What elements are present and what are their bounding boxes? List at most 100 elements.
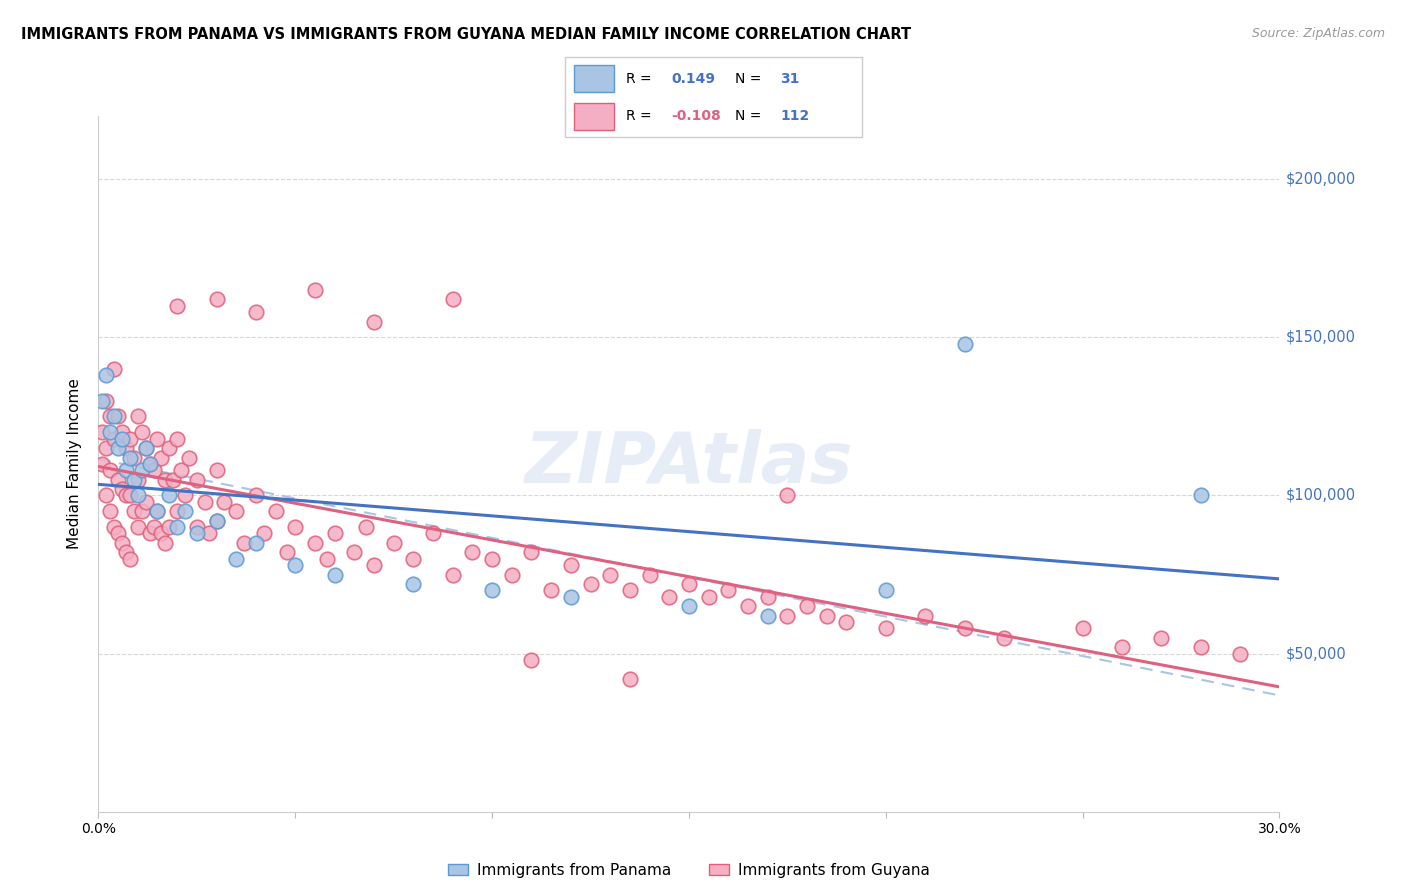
Point [875, 621, 897, 635]
Point [619, 583, 641, 598]
Point [174, 504, 197, 518]
Point [233, 536, 256, 550]
Point [127, 520, 149, 534]
Point [540, 583, 562, 598]
Point [245, 305, 267, 319]
Point [678, 599, 700, 614]
Point [1150, 631, 1173, 645]
Point [343, 545, 366, 559]
Point [520, 653, 543, 667]
Point [323, 567, 346, 582]
Point [1189, 488, 1212, 502]
Point [96, 488, 118, 502]
Point [1111, 640, 1133, 655]
Point [98, 425, 121, 440]
Point [619, 672, 641, 686]
Point [118, 450, 141, 465]
Point [658, 590, 681, 604]
Point [157, 520, 180, 534]
Text: $150,000: $150,000 [1285, 330, 1355, 345]
Point [245, 488, 267, 502]
Point [993, 631, 1015, 645]
Point [115, 463, 138, 477]
Point [186, 526, 208, 541]
Point [1071, 621, 1094, 635]
Point [245, 536, 267, 550]
Point [678, 577, 700, 591]
Point [599, 567, 621, 582]
Point [205, 514, 228, 528]
Point [146, 504, 169, 518]
Point [103, 432, 125, 446]
Point [756, 608, 779, 623]
Point [953, 621, 976, 635]
Point [194, 495, 217, 509]
Point [174, 488, 197, 502]
Point [107, 409, 129, 424]
Point [284, 558, 307, 572]
Point [481, 551, 503, 566]
Point [103, 362, 125, 376]
Point [186, 473, 208, 487]
Point [520, 545, 543, 559]
Point [422, 526, 444, 541]
Point [363, 558, 385, 572]
Text: $100,000: $100,000 [1285, 488, 1355, 503]
Point [98, 409, 121, 424]
Bar [575, 103, 614, 130]
Point [697, 590, 720, 604]
Point [177, 450, 200, 465]
Bar [575, 65, 614, 92]
Point [737, 599, 759, 614]
Text: 112: 112 [780, 109, 810, 123]
Point [501, 567, 523, 582]
Point [135, 495, 157, 509]
Point [166, 432, 188, 446]
Point [214, 495, 236, 509]
Point [157, 488, 180, 502]
Point [253, 526, 276, 541]
Point [135, 441, 157, 455]
Point [304, 283, 326, 297]
Point [135, 441, 157, 455]
Point [146, 432, 169, 446]
Point [103, 520, 125, 534]
Point [122, 504, 145, 518]
Point [98, 463, 121, 477]
Point [276, 545, 298, 559]
Point [205, 293, 228, 307]
Point [91, 457, 114, 471]
Point [96, 368, 118, 383]
Point [315, 551, 337, 566]
Point [796, 599, 818, 614]
Text: R =: R = [626, 109, 655, 123]
Point [118, 432, 141, 446]
Point [127, 473, 149, 487]
Point [441, 293, 464, 307]
FancyBboxPatch shape [565, 57, 862, 137]
Point [953, 336, 976, 351]
Point [142, 520, 165, 534]
Text: N =: N = [735, 109, 765, 123]
Point [138, 457, 160, 471]
Point [131, 425, 153, 440]
Point [138, 526, 160, 541]
Point [122, 473, 145, 487]
Point [111, 432, 134, 446]
Point [131, 463, 153, 477]
Text: -0.108: -0.108 [671, 109, 721, 123]
Point [166, 504, 188, 518]
Point [560, 558, 582, 572]
Point [98, 504, 121, 518]
Point [579, 577, 602, 591]
Point [461, 545, 484, 559]
Point [170, 463, 193, 477]
Point [107, 473, 129, 487]
Point [402, 551, 425, 566]
Point [103, 409, 125, 424]
Point [756, 590, 779, 604]
Point [323, 526, 346, 541]
Text: N =: N = [735, 71, 765, 86]
Point [186, 520, 208, 534]
Point [1189, 640, 1212, 655]
